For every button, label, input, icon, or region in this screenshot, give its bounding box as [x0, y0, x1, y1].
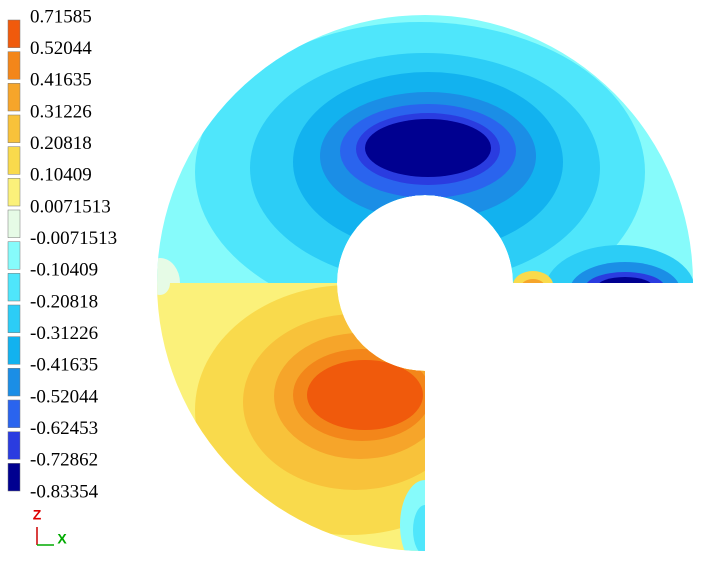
legend-label: -0.41635 — [30, 355, 98, 376]
legend-swatch — [7, 431, 21, 460]
legend-swatch — [7, 399, 21, 428]
legend-label: 0.31226 — [30, 101, 92, 122]
axis-triad: Z X — [33, 507, 68, 547]
contour-band — [513, 271, 553, 283]
x-axis-label: X — [57, 531, 67, 547]
legend-swatch — [7, 51, 21, 80]
legend-label: -0.10409 — [30, 260, 98, 281]
legend-label: -0.20818 — [30, 291, 98, 312]
legend-swatch — [7, 178, 21, 207]
contour-band — [365, 119, 491, 177]
legend-swatch — [7, 83, 21, 112]
legend-label: 0.52044 — [30, 38, 92, 59]
legend: 0.71585 0.52044 0.41635 0.31226 0.20818 0.104… — [7, 6, 117, 502]
legend-label: 0.10409 — [30, 165, 92, 186]
contour-band — [521, 279, 545, 283]
legend-swatch — [7, 146, 21, 175]
legend-swatch — [7, 336, 21, 365]
legend-label: -0.52044 — [30, 386, 99, 407]
legend-label: -0.0071513 — [30, 228, 117, 249]
contour-band — [413, 505, 425, 551]
contour-band — [157, 283, 170, 295]
contour-band — [570, 262, 680, 283]
legend-swatch — [7, 241, 21, 270]
legend-swatch — [7, 209, 21, 238]
lower-field — [157, 283, 425, 551]
legend-label: -0.83354 — [30, 481, 99, 502]
contour-band — [400, 480, 425, 551]
contour-band — [307, 360, 423, 430]
legend-swatch — [7, 273, 21, 302]
legend-label: 0.71585 — [30, 6, 92, 27]
legend-swatch — [7, 114, 21, 143]
legend-swatch — [7, 304, 21, 333]
contour-band — [545, 245, 693, 283]
legend-label: 0.0071513 — [30, 196, 111, 217]
legend-label: -0.72862 — [30, 450, 98, 471]
contour-band — [597, 277, 653, 283]
legend-label: 0.41635 — [30, 70, 92, 91]
legend-swatch — [7, 368, 21, 397]
legend-swatch — [7, 19, 21, 48]
contour-band — [585, 272, 665, 283]
z-axis-label: Z — [33, 507, 42, 523]
legend-label: -0.62453 — [30, 418, 98, 439]
legend-label: -0.31226 — [30, 323, 98, 344]
legend-label: 0.20818 — [30, 133, 92, 154]
legend-swatch — [7, 463, 21, 492]
contour-band — [157, 258, 180, 283]
